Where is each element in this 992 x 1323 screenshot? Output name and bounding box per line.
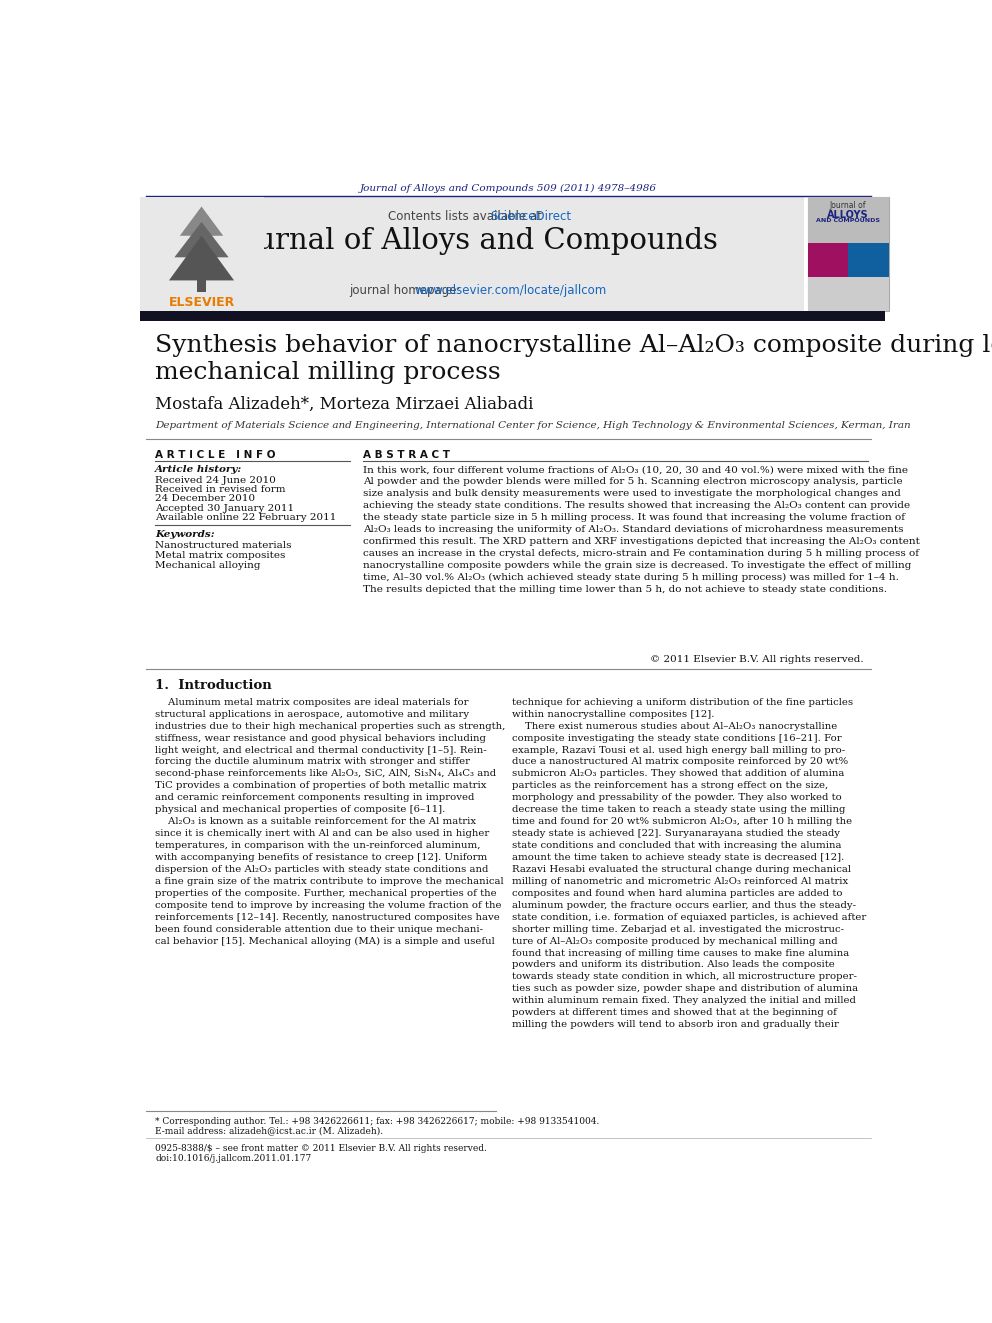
Text: ALLOYS: ALLOYS — [827, 209, 869, 220]
FancyBboxPatch shape — [807, 278, 889, 311]
FancyBboxPatch shape — [140, 197, 805, 311]
Text: Metal matrix composites: Metal matrix composites — [155, 550, 286, 560]
Text: Journal of Alloys and Compounds: Journal of Alloys and Compounds — [227, 226, 718, 254]
Text: www.elsevier.com/locate/jallcom: www.elsevier.com/locate/jallcom — [415, 284, 607, 298]
Text: doi:10.1016/j.jallcom.2011.01.177: doi:10.1016/j.jallcom.2011.01.177 — [155, 1154, 311, 1163]
FancyBboxPatch shape — [140, 311, 885, 321]
Text: Mechanical alloying: Mechanical alloying — [155, 561, 261, 570]
Text: E-mail address: alizadeh@icst.ac.ir (M. Alizadeh).: E-mail address: alizadeh@icst.ac.ir (M. … — [155, 1127, 383, 1135]
Text: mechanical milling process: mechanical milling process — [155, 360, 501, 384]
FancyBboxPatch shape — [807, 197, 889, 311]
Text: Synthesis behavior of nanocrystalline Al–Al₂O₃ composite during low time: Synthesis behavior of nanocrystalline Al… — [155, 335, 992, 357]
Polygon shape — [169, 235, 234, 280]
Text: Available online 22 February 2011: Available online 22 February 2011 — [155, 513, 336, 523]
Text: Contents lists available at: Contents lists available at — [388, 210, 546, 224]
FancyBboxPatch shape — [140, 197, 264, 311]
Text: 1.  Introduction: 1. Introduction — [155, 679, 272, 692]
Text: Received in revised form: Received in revised form — [155, 486, 286, 495]
Text: ELSEVIER: ELSEVIER — [169, 296, 235, 308]
Text: * Corresponding author. Tel.: +98 3426226611; fax: +98 3426226617; mobile: +98 9: * Corresponding author. Tel.: +98 342622… — [155, 1117, 599, 1126]
FancyBboxPatch shape — [196, 278, 206, 292]
Text: © 2011 Elsevier B.V. All rights reserved.: © 2011 Elsevier B.V. All rights reserved… — [651, 655, 864, 664]
FancyBboxPatch shape — [807, 243, 848, 278]
Text: technique for achieving a uniform distribution of the fine particles
within nano: technique for achieving a uniform distri… — [512, 697, 866, 1029]
FancyBboxPatch shape — [807, 197, 889, 243]
Polygon shape — [180, 206, 223, 235]
Text: A B S T R A C T: A B S T R A C T — [363, 450, 449, 460]
Text: Journal of: Journal of — [829, 201, 866, 210]
Text: journal homepage:: journal homepage: — [349, 284, 464, 298]
Text: Nanostructured materials: Nanostructured materials — [155, 541, 292, 549]
Text: 24 December 2010: 24 December 2010 — [155, 495, 255, 504]
Text: AND COMPOUNDS: AND COMPOUNDS — [815, 218, 880, 224]
FancyBboxPatch shape — [848, 243, 889, 278]
Text: Received 24 June 2010: Received 24 June 2010 — [155, 476, 276, 486]
Text: Aluminum metal matrix composites are ideal materials for
structural applications: Aluminum metal matrix composites are ide… — [155, 697, 505, 946]
Text: In this work, four different volume fractions of Al₂O₃ (10, 20, 30 and 40 vol.%): In this work, four different volume frac… — [363, 466, 920, 594]
Text: Keywords:: Keywords: — [155, 531, 214, 538]
Polygon shape — [175, 222, 228, 257]
Text: A R T I C L E   I N F O: A R T I C L E I N F O — [155, 450, 276, 460]
Text: ScienceDirect: ScienceDirect — [490, 210, 571, 224]
Text: 0925-8388/$ – see front matter © 2011 Elsevier B.V. All rights reserved.: 0925-8388/$ – see front matter © 2011 El… — [155, 1143, 487, 1152]
Text: Article history:: Article history: — [155, 466, 242, 474]
Text: Accepted 30 January 2011: Accepted 30 January 2011 — [155, 504, 294, 513]
Text: Department of Materials Science and Engineering, International Center for Scienc: Department of Materials Science and Engi… — [155, 421, 911, 430]
Text: Mostafa Alizadeh*, Morteza Mirzaei Aliabadi: Mostafa Alizadeh*, Morteza Mirzaei Aliab… — [155, 396, 534, 413]
Text: Journal of Alloys and Compounds 509 (2011) 4978–4986: Journal of Alloys and Compounds 509 (201… — [360, 184, 657, 193]
